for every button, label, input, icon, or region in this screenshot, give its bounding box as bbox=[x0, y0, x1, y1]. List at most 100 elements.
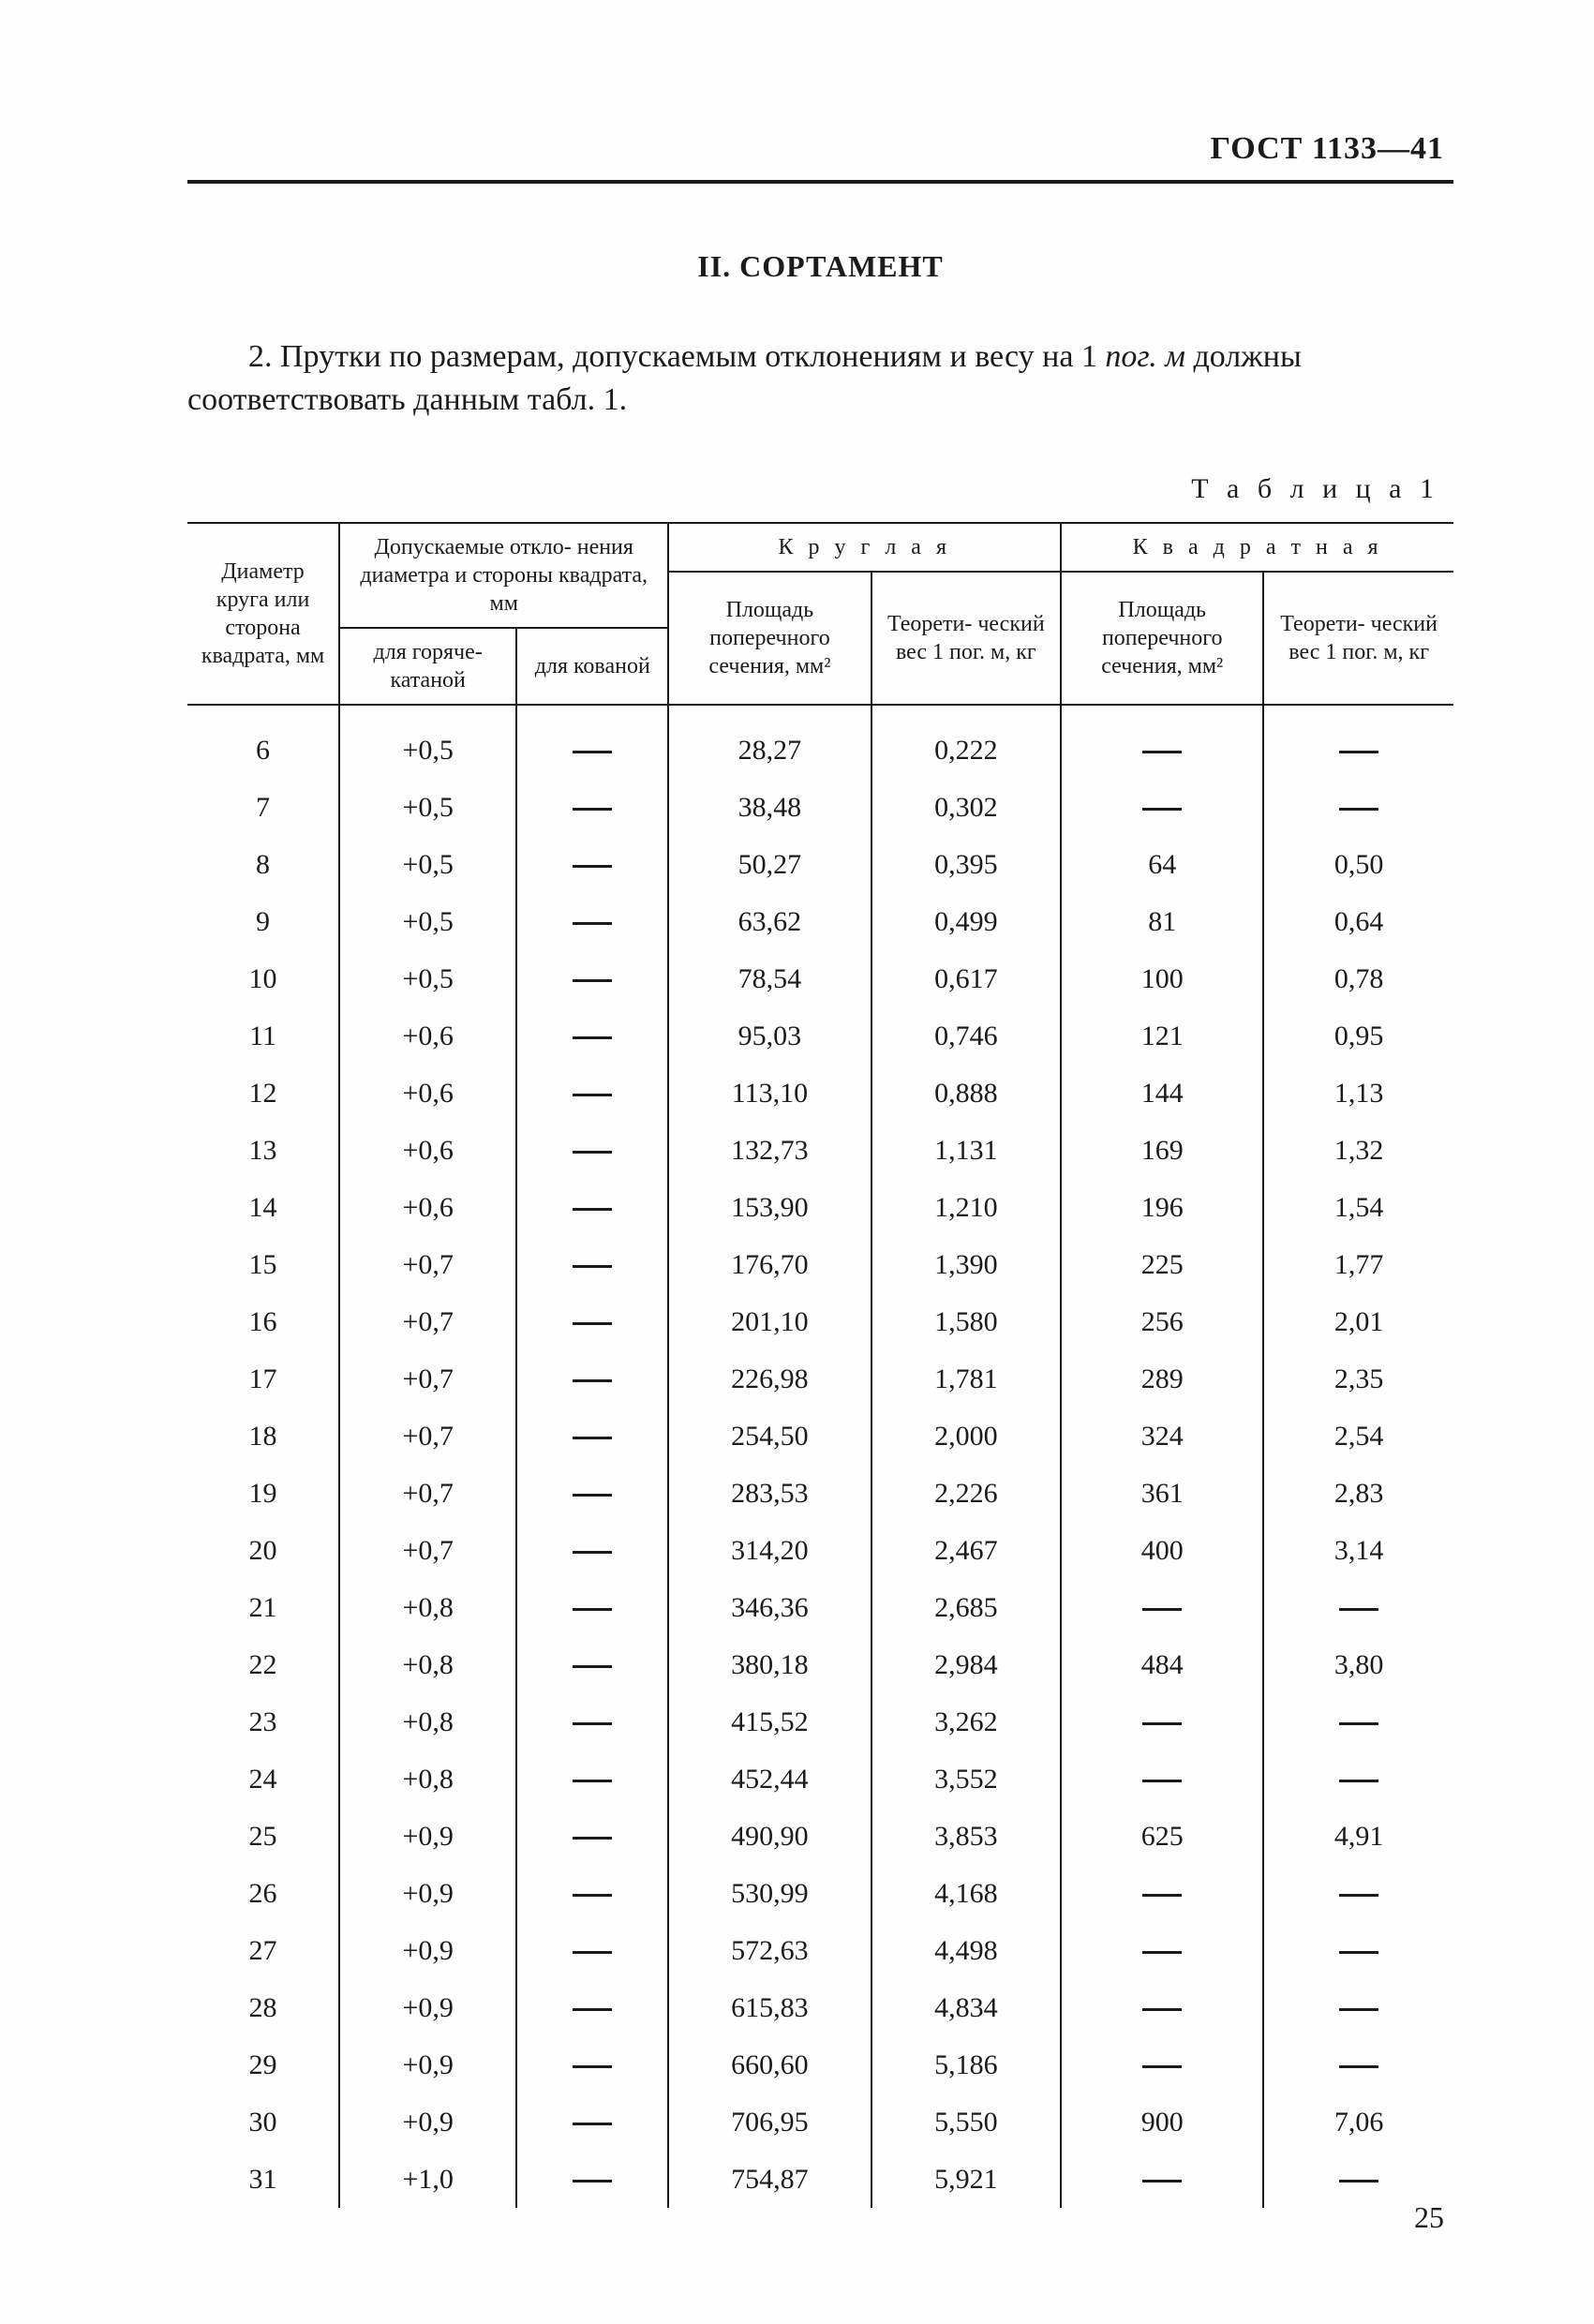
cell-round-weight: 2,226 bbox=[871, 1465, 1062, 1522]
table-row: 30+0,9706,955,5509007,06 bbox=[187, 2093, 1453, 2151]
dash-icon bbox=[1142, 1780, 1182, 1782]
cell-square-area bbox=[1061, 1750, 1263, 1808]
table-row: 18+0,7254,502,0003242,54 bbox=[187, 1408, 1453, 1465]
dash-icon bbox=[573, 1551, 612, 1554]
cell-square-weight: 3,14 bbox=[1263, 1522, 1453, 1579]
dash-icon bbox=[1339, 2180, 1378, 2182]
table-row: 29+0,9660,605,186 bbox=[187, 2036, 1453, 2093]
cell-tol-forged bbox=[516, 1236, 668, 1293]
cell-square-weight: 1,77 bbox=[1263, 1236, 1453, 1293]
hdr-tol-hot: для горяче- катаной bbox=[339, 628, 516, 705]
hdr-square: К в а д р а т н а я bbox=[1061, 523, 1453, 572]
intro-paragraph: 2. Прутки по размерам, допускаемым откло… bbox=[187, 335, 1453, 422]
table-row: 23+0,8415,523,262 bbox=[187, 1693, 1453, 1750]
dash-icon bbox=[573, 1665, 612, 1668]
cell-tol-forged bbox=[516, 893, 668, 950]
cell-tol-hot: +1,0 bbox=[339, 2151, 516, 2208]
cell-tol-forged bbox=[516, 1579, 668, 1636]
cell-round-weight: 5,921 bbox=[871, 2151, 1062, 2208]
cell-round-weight: 2,984 bbox=[871, 1636, 1062, 1693]
cell-square-weight bbox=[1263, 1693, 1453, 1750]
dash-icon bbox=[1142, 1894, 1182, 1897]
para-lead: 2. Прутки по размерам, допускаемым откло… bbox=[248, 339, 1105, 374]
cell-round-area: 63,62 bbox=[668, 893, 871, 950]
table-row: 14+0,6153,901,2101961,54 bbox=[187, 1179, 1453, 1236]
cell-round-weight: 0,499 bbox=[871, 893, 1062, 950]
cell-round-weight: 2,000 bbox=[871, 1408, 1062, 1465]
cell-tol-hot: +0,7 bbox=[339, 1293, 516, 1350]
dash-icon bbox=[573, 1722, 612, 1725]
cell-tol-forged bbox=[516, 705, 668, 779]
hdr-square-area: Площадь поперечного сечения, мм² bbox=[1061, 572, 1263, 705]
cell-tol-forged bbox=[516, 1408, 668, 1465]
cell-tol-forged bbox=[516, 1922, 668, 1979]
hdr-diameter: Диаметр круга или сторона квадрата, мм bbox=[187, 523, 339, 705]
table-row: 28+0,9615,834,834 bbox=[187, 1979, 1453, 2036]
cell-round-area: 572,63 bbox=[668, 1922, 871, 1979]
dash-icon bbox=[573, 1494, 612, 1497]
cell-round-area: 706,95 bbox=[668, 2093, 871, 2151]
cell-round-area: 380,18 bbox=[668, 1636, 871, 1693]
cell-square-weight: 2,01 bbox=[1263, 1293, 1453, 1350]
cell-tol-forged bbox=[516, 2036, 668, 2093]
table-label: Т а б л и ц а 1 bbox=[187, 473, 1453, 505]
hdr-square-weight: Теорети- ческий вес 1 пог. м, кг bbox=[1263, 572, 1453, 705]
cell-square-weight: 0,78 bbox=[1263, 950, 1453, 1007]
cell-tol-hot: +0,6 bbox=[339, 1122, 516, 1179]
table-body: 6+0,528,270,2227+0,538,480,3028+0,550,27… bbox=[187, 705, 1453, 2208]
cell-round-area: 132,73 bbox=[668, 1122, 871, 1179]
assortment-table: Диаметр круга или сторона квадрата, мм Д… bbox=[187, 522, 1453, 2208]
cell-square-area: 121 bbox=[1061, 1007, 1263, 1065]
cell-diameter: 13 bbox=[187, 1122, 339, 1179]
table-row: 11+0,695,030,7461210,95 bbox=[187, 1007, 1453, 1065]
cell-tol-hot: +0,5 bbox=[339, 950, 516, 1007]
hdr-round: К р у г л а я bbox=[668, 523, 1061, 572]
cell-square-weight bbox=[1263, 1979, 1453, 2036]
cell-diameter: 10 bbox=[187, 950, 339, 1007]
cell-tol-forged bbox=[516, 779, 668, 836]
cell-tol-hot: +0,7 bbox=[339, 1408, 516, 1465]
cell-diameter: 21 bbox=[187, 1579, 339, 1636]
cell-tol-hot: +0,8 bbox=[339, 1579, 516, 1636]
cell-round-area: 28,27 bbox=[668, 705, 871, 779]
cell-square-weight: 7,06 bbox=[1263, 2093, 1453, 2151]
dash-icon bbox=[1142, 1722, 1182, 1725]
cell-square-weight bbox=[1263, 705, 1453, 779]
cell-round-weight: 1,781 bbox=[871, 1350, 1062, 1408]
cell-square-area: 256 bbox=[1061, 1293, 1263, 1350]
hdr-round-weight: Теорети- ческий вес 1 пог. м, кг bbox=[871, 572, 1062, 705]
cell-tol-hot: +0,9 bbox=[339, 1922, 516, 1979]
cell-round-weight: 1,210 bbox=[871, 1179, 1062, 1236]
cell-tol-forged bbox=[516, 1865, 668, 1922]
table-row: 22+0,8380,182,9844843,80 bbox=[187, 1636, 1453, 1693]
para-ital: пог. м bbox=[1105, 339, 1185, 374]
cell-round-area: 415,52 bbox=[668, 1693, 871, 1750]
dash-icon bbox=[573, 865, 612, 868]
cell-tol-forged bbox=[516, 1465, 668, 1522]
cell-square-area bbox=[1061, 779, 1263, 836]
table-head: Диаметр круга или сторона квадрата, мм Д… bbox=[187, 523, 1453, 705]
cell-diameter: 23 bbox=[187, 1693, 339, 1750]
cell-round-area: 490,90 bbox=[668, 1808, 871, 1865]
cell-square-area: 400 bbox=[1061, 1522, 1263, 1579]
cell-square-area: 900 bbox=[1061, 2093, 1263, 2151]
dash-icon bbox=[573, 1322, 612, 1325]
cell-square-area: 324 bbox=[1061, 1408, 1263, 1465]
dash-icon bbox=[573, 1265, 612, 1268]
cell-square-area bbox=[1061, 1865, 1263, 1922]
table-row: 15+0,7176,701,3902251,77 bbox=[187, 1236, 1453, 1293]
cell-tol-hot: +0,6 bbox=[339, 1179, 516, 1236]
cell-diameter: 18 bbox=[187, 1408, 339, 1465]
table-row: 16+0,7201,101,5802562,01 bbox=[187, 1293, 1453, 1350]
cell-tol-hot: +0,6 bbox=[339, 1007, 516, 1065]
table-row: 27+0,9572,634,498 bbox=[187, 1922, 1453, 1979]
cell-square-area: 361 bbox=[1061, 1465, 1263, 1522]
cell-diameter: 28 bbox=[187, 1979, 339, 2036]
cell-tol-forged bbox=[516, 836, 668, 893]
dash-icon bbox=[573, 1036, 612, 1039]
cell-tol-hot: +0,5 bbox=[339, 893, 516, 950]
cell-diameter: 17 bbox=[187, 1350, 339, 1408]
dash-icon bbox=[573, 2008, 612, 2011]
dash-icon bbox=[573, 922, 612, 925]
table-row: 26+0,9530,994,168 bbox=[187, 1865, 1453, 1922]
